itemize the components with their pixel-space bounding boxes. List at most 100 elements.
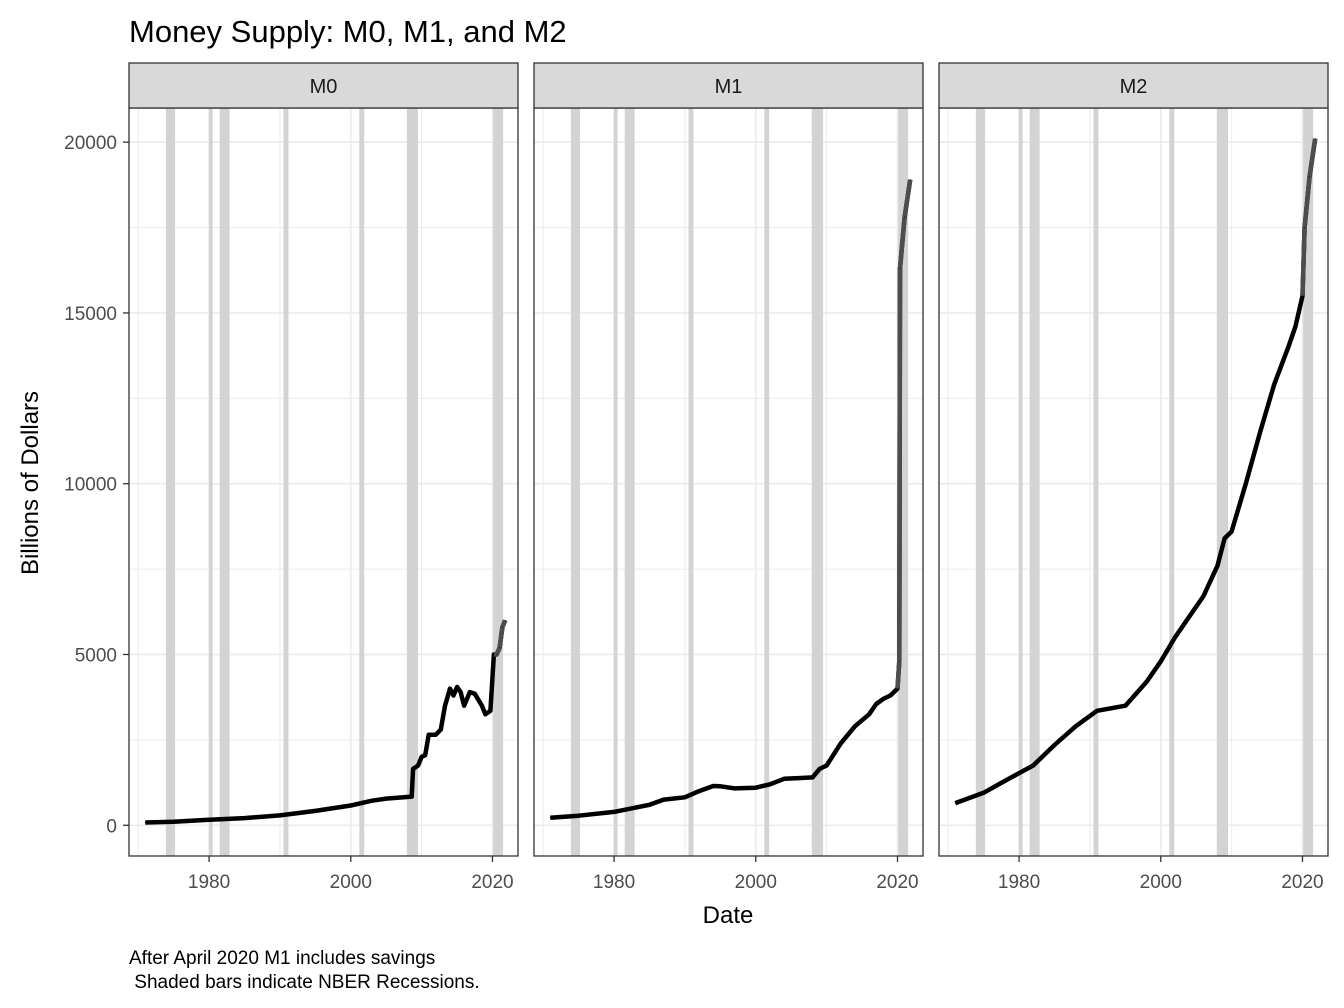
- data-point: [1188, 616, 1190, 618]
- x-tick-label: 2020: [471, 872, 513, 893]
- data-point: [428, 734, 430, 736]
- series-line-m1: [550, 179, 913, 820]
- data-point: [208, 819, 210, 821]
- x-tick-label: 2000: [735, 872, 777, 893]
- data-point: [1032, 764, 1034, 766]
- data-point: [1245, 483, 1247, 485]
- recession-bar: [624, 108, 635, 856]
- data-point: [421, 756, 423, 758]
- data-point: [854, 725, 856, 727]
- recession-bar: [219, 108, 230, 856]
- data-point: [463, 705, 465, 707]
- data-point: [501, 626, 503, 628]
- data-point: [797, 777, 799, 779]
- recession-bar: [811, 108, 824, 856]
- data-point: [504, 619, 506, 621]
- data-point: [424, 754, 426, 756]
- data-point: [819, 768, 821, 770]
- data-point: [1309, 175, 1311, 177]
- panel-m2: M2 1980 2000 2020: [938, 62, 1329, 893]
- data-point: [578, 815, 580, 817]
- data-point: [734, 787, 736, 789]
- data-point: [456, 686, 458, 688]
- series-line-recent: [1300, 138, 1318, 296]
- recession-bar: [1303, 108, 1314, 856]
- data-point: [889, 694, 891, 696]
- data-point: [449, 688, 451, 690]
- data-point: [719, 785, 721, 787]
- recession-bar: [493, 108, 504, 856]
- data-point: [412, 768, 414, 770]
- recession-bar: [1093, 108, 1099, 856]
- panel-background: [534, 108, 923, 856]
- data-point: [489, 710, 491, 712]
- facet-strip: [938, 62, 1329, 109]
- recession-bar: [570, 108, 581, 856]
- data-point: [1146, 681, 1148, 683]
- data-point: [1124, 705, 1126, 707]
- data-point: [444, 705, 446, 707]
- data-point: [499, 647, 501, 649]
- data-point: [1301, 295, 1303, 297]
- data-point: [371, 800, 373, 802]
- data-point: [1314, 138, 1316, 140]
- panel-background: [129, 108, 518, 856]
- data-point: [460, 691, 462, 693]
- data-point: [411, 796, 413, 798]
- facet-strip: [533, 62, 924, 109]
- data-point: [899, 268, 901, 270]
- data-point: [882, 698, 884, 700]
- recession-bar: [1019, 108, 1023, 856]
- recession-bar: [764, 108, 770, 856]
- data-point: [811, 776, 813, 778]
- data-point: [1304, 227, 1306, 229]
- data-point: [484, 713, 486, 715]
- y-axis: 0 5000 10000 15000 20000: [64, 133, 129, 837]
- data-point: [712, 785, 714, 787]
- data-point: [440, 729, 442, 731]
- facet-strip-label: M2: [1120, 76, 1148, 98]
- x-tick-label: 1980: [998, 872, 1040, 893]
- data-point: [684, 796, 686, 798]
- data-point: [1053, 744, 1055, 746]
- data-point: [496, 653, 498, 655]
- recession-bar: [1029, 108, 1040, 856]
- x-tick-label: 2000: [330, 872, 372, 893]
- y-tick-label: 10000: [64, 475, 117, 496]
- data-point: [983, 792, 985, 794]
- data-point: [1174, 636, 1176, 638]
- data-point: [481, 705, 483, 707]
- recession-bar: [406, 108, 419, 856]
- x-tick-label: 2020: [1281, 872, 1323, 893]
- data-point: [1294, 326, 1296, 328]
- data-point: [613, 811, 615, 813]
- data-point: [1224, 537, 1226, 539]
- data-point: [1160, 660, 1162, 662]
- recession-bar: [614, 108, 618, 856]
- recession-bar: [1216, 108, 1229, 856]
- data-point: [417, 764, 419, 766]
- data-point: [663, 799, 665, 801]
- data-point: [385, 798, 387, 800]
- data-point: [954, 802, 956, 804]
- facet-strip: [128, 62, 519, 109]
- panel-m0: M0 1980 2000 2020: [128, 62, 519, 893]
- data-point: [875, 703, 877, 705]
- facet-panels: M0 1980 2000 2020 M1 1980 2000 2020 M2 1980 2000 20…: [128, 62, 1329, 893]
- panel-background: [939, 108, 1328, 856]
- recession-bar: [898, 108, 909, 856]
- data-point: [549, 817, 551, 819]
- recession-bar: [688, 108, 694, 856]
- data-point: [896, 688, 898, 690]
- recession-bar: [1169, 108, 1175, 856]
- panel-m1: M1 1980 2000 2020: [533, 62, 924, 893]
- x-tick-label: 2020: [876, 872, 918, 893]
- recession-bar: [975, 108, 986, 856]
- data-point: [904, 216, 906, 218]
- recession-bar: [283, 108, 289, 856]
- data-point: [173, 821, 175, 823]
- data-point: [1287, 346, 1289, 348]
- facet-strip-label: M0: [310, 76, 338, 98]
- data-point: [826, 764, 828, 766]
- data-point: [493, 653, 495, 655]
